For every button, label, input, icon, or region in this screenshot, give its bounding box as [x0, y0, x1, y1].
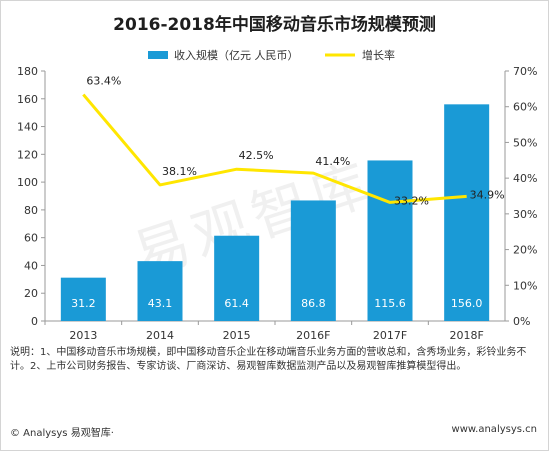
bar-value-label: 61.4: [224, 297, 249, 310]
legend-swatch-bar: [148, 51, 168, 59]
line-value-label: 38.1%: [162, 165, 197, 178]
y-left-tick-label: 40: [24, 259, 38, 272]
y-left-tick-label: 60: [24, 232, 38, 245]
line-value-label: 42.5%: [239, 149, 274, 162]
chart-plot: 0 20 40 60 80 100 120 140 160 180 0% 10% 20% 30% 40% 50…: [17, 48, 537, 342]
line-value-label: 41.4%: [315, 155, 350, 168]
bar-value-label: 43.1: [148, 297, 173, 310]
bar: [367, 160, 413, 321]
bar: [60, 277, 106, 321]
growth-line: [82, 93, 467, 204]
website-url: www.analysys.cn: [451, 424, 537, 435]
line-value-label: 33.2%: [394, 194, 429, 207]
bar-value-label: 31.2: [71, 297, 96, 310]
y-right-tick-label: 50%: [513, 136, 537, 149]
y-left-tick-label: 80: [24, 204, 38, 217]
x-tick-label: 2016F: [296, 329, 330, 342]
x-tick-label: 2014: [146, 329, 174, 342]
bar-value-label: 156.0: [451, 297, 483, 310]
y-right-tick-label: 30%: [513, 208, 537, 221]
footnote: 说明：1、中国移动音乐市场规模，即中国移动音乐企业在移动端音乐业务方面的营收总和…: [10, 347, 527, 372]
y-right-tick-label: 40%: [513, 172, 537, 185]
bar: [137, 261, 183, 321]
bar-value-label: 86.8: [301, 297, 326, 310]
bar: [444, 104, 490, 321]
x-tick-label: 2015: [223, 329, 251, 342]
y-left-tick-label: 20: [24, 287, 38, 300]
y-left-tick-label: 120: [17, 148, 38, 161]
legend-label-line: 增长率: [362, 48, 395, 62]
y-left-tick-label: 100: [17, 176, 38, 189]
y-right-tick-label: 10%: [513, 279, 537, 292]
y-right-tick-label: 0%: [513, 315, 530, 328]
y-left-tick-label: 0: [31, 315, 38, 328]
y-left-tick-label: 140: [17, 121, 38, 134]
y-left-tick-label: 180: [17, 65, 38, 78]
x-tick-label: 2018F: [450, 329, 484, 342]
legend-label-bar: 收入规模（亿元 人民币）: [174, 48, 299, 62]
x-tick-label: 2017F: [373, 329, 407, 342]
bar-value-label: 115.6: [374, 297, 406, 310]
line-value-label: 63.4%: [86, 75, 121, 88]
line-value-label: 34.9%: [470, 188, 505, 201]
bar: [290, 200, 336, 321]
copyright-text: © Analysys 易观智库·: [10, 428, 114, 439]
y-left-tick-label: 160: [17, 93, 38, 106]
y-right-tick-label: 70%: [513, 65, 537, 78]
x-tick-label: 2013: [69, 329, 97, 342]
bar: [214, 235, 260, 321]
chart-title: 2016-2018年中国移动音乐市场规模预测: [113, 15, 436, 35]
y-right-tick-label: 20%: [513, 244, 537, 257]
y-right-tick-label: 60%: [513, 101, 537, 114]
